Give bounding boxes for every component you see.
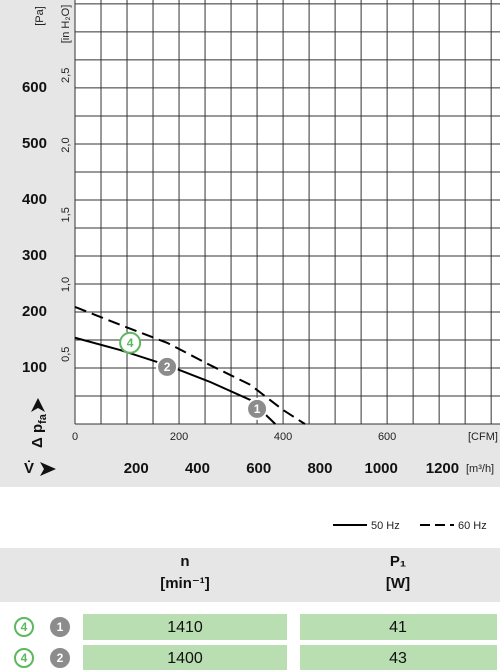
point-icon — [14, 648, 34, 668]
column-symbol: P₁ — [390, 553, 406, 570]
point-icon — [14, 617, 34, 637]
y2-tick-label: 2,5 — [60, 68, 72, 83]
x2-tick-label: 200 — [124, 460, 149, 477]
x2-tick-label: 1200 — [426, 460, 459, 477]
y-unit: [Pa] — [34, 6, 46, 26]
y2-tick-label: 2,0 — [60, 137, 72, 152]
x-tick-label: 200 — [170, 431, 188, 443]
x2-unit: [m³/h] — [466, 463, 494, 475]
legend-label: 60 Hz — [458, 520, 487, 532]
legend-label: 50 Hz — [371, 520, 400, 532]
operating-point — [119, 331, 142, 354]
table-header-background — [0, 548, 500, 602]
point-icon-label: 4 — [21, 620, 28, 634]
y2-tick-label: 1,5 — [60, 207, 72, 222]
column-unit: [W] — [386, 575, 410, 592]
column-symbol: n — [180, 553, 189, 570]
y-tick-label: 500 — [22, 135, 47, 152]
x2-tick-label: 600 — [246, 460, 271, 477]
table-value: 1410 — [167, 619, 203, 636]
table-value: 43 — [389, 650, 407, 667]
point-label: 1 — [254, 402, 261, 416]
y-tick-label: 100 — [22, 359, 47, 376]
point-icon-label: 4 — [21, 651, 28, 665]
y-tick-label: 200 — [22, 303, 47, 320]
y2-tick-label: 0,5 — [60, 347, 72, 362]
x2-tick-label: 1000 — [365, 460, 398, 477]
x-tick-label: 600 — [378, 431, 396, 443]
y2-tick-label: 1,0 — [60, 277, 72, 292]
table-cell — [83, 614, 287, 640]
plot-area — [75, 0, 500, 424]
table-cell — [300, 645, 497, 670]
point-icon — [50, 648, 70, 668]
point-label: 4 — [127, 336, 134, 350]
x-unit: [CFM] — [468, 431, 498, 443]
x-tick-label: 400 — [274, 431, 292, 443]
y2-unit: [in H₂O] — [60, 5, 72, 44]
column-unit: [min⁻¹] — [160, 575, 210, 592]
y-label: Δ pfa — [29, 413, 49, 448]
point-icon — [50, 617, 70, 637]
y-tick-label: 400 — [22, 191, 47, 208]
table-cell — [300, 614, 497, 640]
table-value: 41 — [389, 619, 407, 636]
x2-tick-label: 400 — [185, 460, 210, 477]
y-arrow — [31, 398, 45, 412]
y-label-symbol: Δ p — [29, 424, 46, 448]
y-label-subscript: fa — [37, 413, 49, 424]
point-label: 2 — [164, 360, 171, 374]
point-icon-label: 2 — [57, 651, 64, 665]
x-arrow — [40, 462, 56, 476]
curve — [74, 306, 306, 425]
x2-tick-label: 800 — [307, 460, 332, 477]
y-tick-label: 600 — [22, 79, 47, 96]
operating-point — [246, 397, 269, 420]
table-cell — [83, 645, 287, 670]
operating-point — [156, 355, 179, 378]
x-label: V̇ — [24, 460, 34, 477]
x-tick-label: 0 — [72, 431, 78, 443]
point-icon-label: 1 — [57, 620, 64, 634]
table-value: 1400 — [167, 650, 203, 667]
y-tick-label: 300 — [22, 247, 47, 264]
